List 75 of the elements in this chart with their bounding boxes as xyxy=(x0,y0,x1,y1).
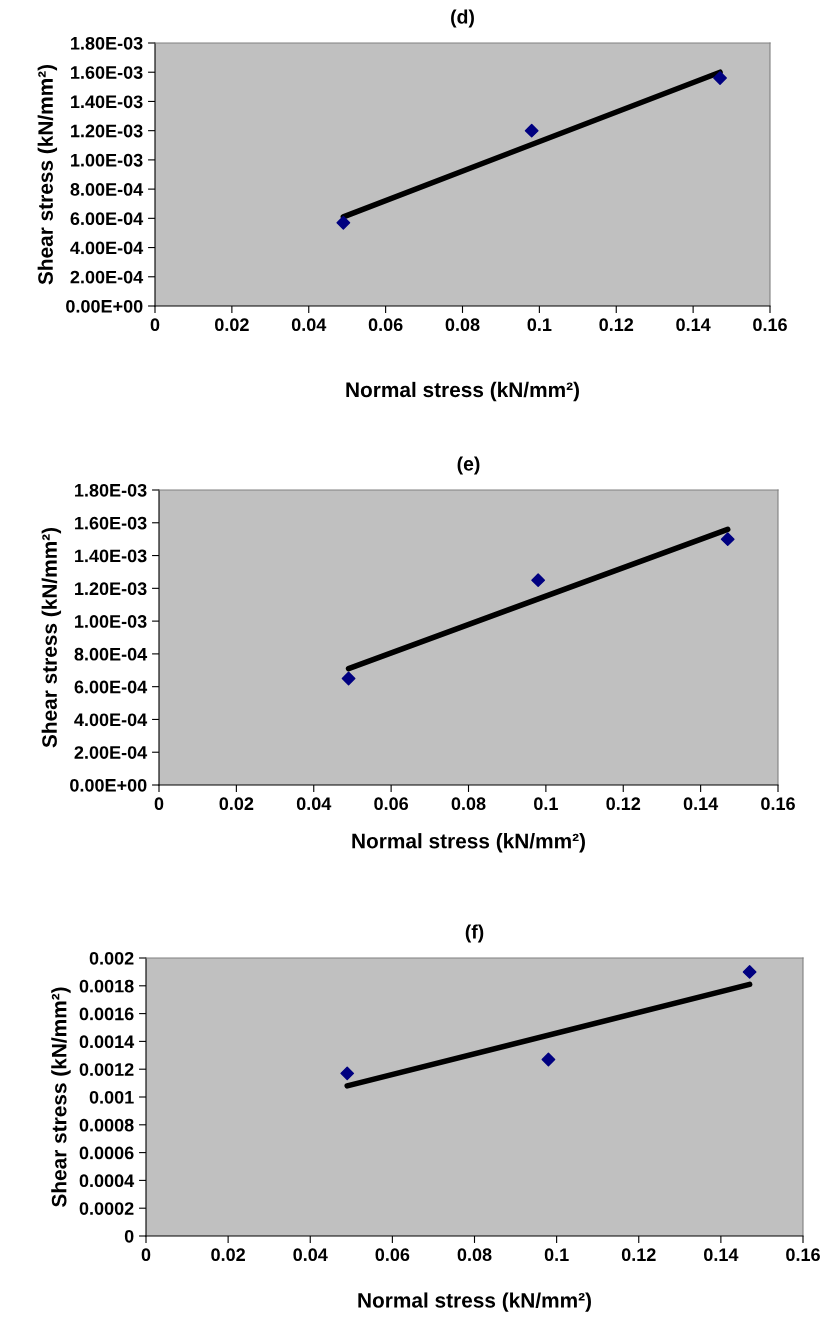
y-tick-label: 8.00E-04 xyxy=(70,183,144,196)
x-tick-label: 0.14 xyxy=(683,797,719,811)
x-tick-label: 0.02 xyxy=(219,797,254,811)
x-tick-label: 0.12 xyxy=(606,797,641,811)
x-tick-label: 0.1 xyxy=(527,318,552,332)
y-axis-title: Shear stress (kN/mm²) xyxy=(41,527,62,748)
x-tick-label: 0.04 xyxy=(291,318,327,332)
x-tick-label: 0.06 xyxy=(374,797,409,811)
y-tick-label: 1.40E-03 xyxy=(75,549,147,563)
y-tick-label: 0.002 xyxy=(89,951,134,965)
chart-title: (e) xyxy=(457,456,480,475)
x-tick-label: 0.08 xyxy=(451,797,486,811)
y-tick-label: 2.00E-04 xyxy=(74,746,148,759)
point xyxy=(720,532,735,547)
y-tick-label: 1.60E-03 xyxy=(71,66,143,79)
y-tick-label: 0.0016 xyxy=(79,1007,134,1021)
chart-title: (d) xyxy=(451,9,474,28)
point xyxy=(742,964,757,979)
x-tick-label: 0 xyxy=(154,797,164,811)
x-axis-title: Normal stress (kN/mm²) xyxy=(352,833,585,853)
x-tick-label: 0.12 xyxy=(599,318,634,332)
x-tick-label: 0.1 xyxy=(534,797,558,811)
y-tick-label: 0 xyxy=(124,1229,134,1243)
x-tick-label: 0.06 xyxy=(375,1248,410,1262)
x-tick-label: 0.08 xyxy=(457,1248,492,1262)
y-tick-label: 0.0018 xyxy=(79,979,134,993)
y-tick-label: 0.0004 xyxy=(79,1174,135,1188)
y-tick-label: 0.0008 xyxy=(79,1118,134,1132)
x-tick-label: 0.04 xyxy=(293,1248,328,1262)
y-tick-label: 4.00E-04 xyxy=(74,713,148,727)
point xyxy=(336,215,351,230)
x-tick-label: 0.12 xyxy=(621,1248,656,1262)
point xyxy=(524,123,539,138)
y-tick-label: 1.40E-03 xyxy=(71,95,143,109)
x-tick-label: 0.06 xyxy=(368,318,403,332)
x-tick-label: 0.08 xyxy=(445,318,480,332)
y-tick-label: 1.20E-03 xyxy=(75,582,147,596)
y-tick-label: 1.00E-03 xyxy=(75,615,147,628)
point xyxy=(713,71,727,85)
y-tick-label: 8.00E-04 xyxy=(74,647,148,661)
x-axis-title: Normal stress (kN/mm²) xyxy=(358,1292,591,1312)
point xyxy=(541,1052,556,1067)
point xyxy=(531,573,546,588)
x-tick-label: 0.04 xyxy=(296,797,332,811)
x-tick-label: 0.02 xyxy=(215,318,249,332)
y-tick-label: 2.00E-04 xyxy=(70,270,144,284)
y-tick-label: 1.80E-03 xyxy=(71,36,143,50)
y-tick-label: 1.20E-03 xyxy=(71,124,143,138)
x-tick-label: 0.14 xyxy=(676,318,711,332)
y-axis-title: Shear stress (kN/mm²) xyxy=(37,64,58,285)
y-tick-label: 0.00E+00 xyxy=(70,778,147,792)
x-tick-label: 0.1 xyxy=(544,1248,569,1262)
x-tick-label: 0.14 xyxy=(704,1248,739,1262)
x-tick-label: 0 xyxy=(150,318,160,332)
x-tick-label: 0.16 xyxy=(786,1248,820,1262)
point xyxy=(340,1066,355,1081)
y-tick-label: 6.00E-04 xyxy=(74,680,148,694)
chart-title: (f) xyxy=(465,924,484,943)
y-tick-label: 1.00E-03 xyxy=(71,153,143,167)
point xyxy=(341,671,356,686)
y-tick-label: 0.00E+00 xyxy=(66,299,143,313)
y-tick-label: 1.60E-03 xyxy=(75,516,147,530)
x-tick-label: 0.16 xyxy=(753,318,787,332)
y-tick-label: 0.0012 xyxy=(79,1063,134,1076)
y-tick-label: 0.0014 xyxy=(79,1035,135,1049)
x-tick-label: 0.16 xyxy=(761,797,795,811)
x-axis-title: Normal stress (kN/mm²) xyxy=(346,381,579,402)
y-axis-title: Shear stress (kN/mm²) xyxy=(51,987,71,1207)
y-tick-label: 0.001 xyxy=(89,1090,134,1104)
y-tick-label: 4.00E-04 xyxy=(70,241,144,255)
y-tick-label: 0.0002 xyxy=(79,1202,134,1215)
y-tick-label: 6.00E-04 xyxy=(70,212,144,226)
y-tick-label: 0.0006 xyxy=(79,1146,134,1160)
x-tick-label: 0.02 xyxy=(211,1248,245,1262)
y-tick-label: 1.80E-03 xyxy=(75,483,147,497)
